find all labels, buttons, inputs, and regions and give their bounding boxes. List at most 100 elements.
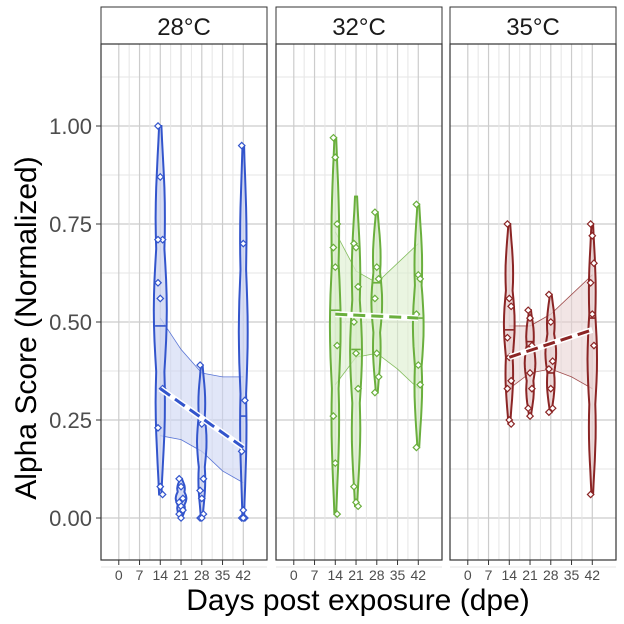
data-point [178, 506, 187, 515]
data-point [416, 380, 425, 389]
data-point [503, 333, 512, 342]
data-point [199, 474, 208, 483]
data-point [333, 341, 342, 350]
x-tick-label: 21 [173, 567, 189, 583]
trend-line [335, 312, 419, 320]
data-point [331, 459, 340, 468]
data-point [239, 506, 248, 515]
data-point [240, 396, 249, 405]
violin-day-14 [152, 125, 168, 496]
data-point [588, 310, 597, 319]
data-point [239, 513, 248, 523]
x-tick-label: 0 [115, 567, 123, 583]
x-tick-label: 0 [464, 567, 472, 583]
data-point [156, 482, 165, 491]
data-point [505, 294, 514, 303]
data-point [153, 423, 163, 432]
data-point [354, 384, 363, 393]
y-axis: 0.00 0.25 0.50 0.75 1.00 [49, 114, 101, 531]
x-tick-label: 21 [522, 567, 538, 583]
data-point [197, 494, 206, 503]
violin-day-28 [544, 293, 558, 414]
x-tick-label: 21 [348, 567, 364, 583]
data-point [349, 482, 359, 491]
panel-border [275, 43, 443, 561]
data-point [544, 364, 553, 374]
data-point [586, 490, 595, 499]
data-point [586, 278, 595, 287]
data-point [354, 282, 363, 291]
data-point [548, 357, 557, 366]
y-axis-title: Alpha Score (Normalized) [10, 156, 43, 499]
data-point [589, 341, 598, 350]
x-tick-label: 28 [543, 567, 559, 583]
data-point [197, 513, 206, 523]
violin-day-21 [523, 309, 537, 418]
data-point [524, 404, 533, 413]
violin-day-28 [370, 211, 384, 394]
data-point [546, 384, 555, 393]
data-point [237, 141, 246, 150]
facet-strip-label: 28°C [157, 14, 211, 41]
x-tick-label: 14 [501, 567, 517, 583]
data-point [351, 243, 361, 252]
x-tick-label: 0 [290, 567, 298, 583]
data-point [525, 412, 535, 421]
y-tick-label: 0.25 [49, 408, 92, 433]
data-point [370, 294, 379, 303]
data-point [544, 290, 553, 299]
data-point [416, 274, 425, 283]
data-point [178, 494, 187, 503]
data-point [544, 408, 553, 417]
x-tick-label: 42 [584, 567, 600, 583]
data-point [374, 372, 383, 381]
data-point [370, 208, 379, 217]
data-point [414, 361, 423, 370]
data-point [503, 219, 512, 229]
y-tick-label: 1.00 [49, 114, 92, 139]
x-tick-label: 14 [327, 567, 343, 583]
x-tick-label: 35 [215, 567, 231, 583]
data-point [153, 235, 163, 244]
y-tick-label: 0.75 [49, 212, 92, 237]
data-point [153, 278, 163, 287]
data-point [412, 200, 421, 209]
x-tick-label: 14 [152, 567, 168, 583]
data-point [156, 172, 165, 182]
data-point [329, 412, 338, 421]
facet-panel-35°C: 35°C 0 7 14 21 28 35 42 [449, 6, 617, 583]
data-point [525, 368, 535, 378]
y-tick-label: 0.00 [49, 506, 92, 531]
x-tick-label: 35 [564, 567, 580, 583]
data-point [153, 121, 163, 131]
data-point [196, 486, 205, 495]
data-point [175, 474, 184, 483]
x-tick-label: 7 [485, 567, 493, 583]
panel-border [100, 43, 268, 561]
violin-day-42 [237, 144, 249, 519]
violin-day-14 [502, 223, 516, 425]
data-point [331, 153, 340, 162]
data-point [524, 306, 533, 315]
data-point [586, 219, 595, 229]
data-point [372, 263, 381, 272]
data-point [525, 314, 535, 323]
data-point [412, 443, 421, 452]
data-point [239, 239, 248, 248]
data-point [329, 133, 338, 142]
x-tick-label: 42 [235, 567, 251, 583]
data-point [333, 510, 342, 519]
data-point [527, 384, 536, 393]
violin-day-14 [328, 136, 342, 516]
x-tick-label: 28 [194, 567, 210, 583]
data-point [503, 384, 512, 393]
facet-strip [449, 6, 617, 45]
trend-line-halo [158, 386, 246, 450]
x-tick-label: 42 [410, 567, 426, 583]
data-point [507, 376, 516, 385]
data-point [331, 263, 340, 272]
facet-strip [275, 6, 443, 45]
data-point [507, 419, 516, 428]
